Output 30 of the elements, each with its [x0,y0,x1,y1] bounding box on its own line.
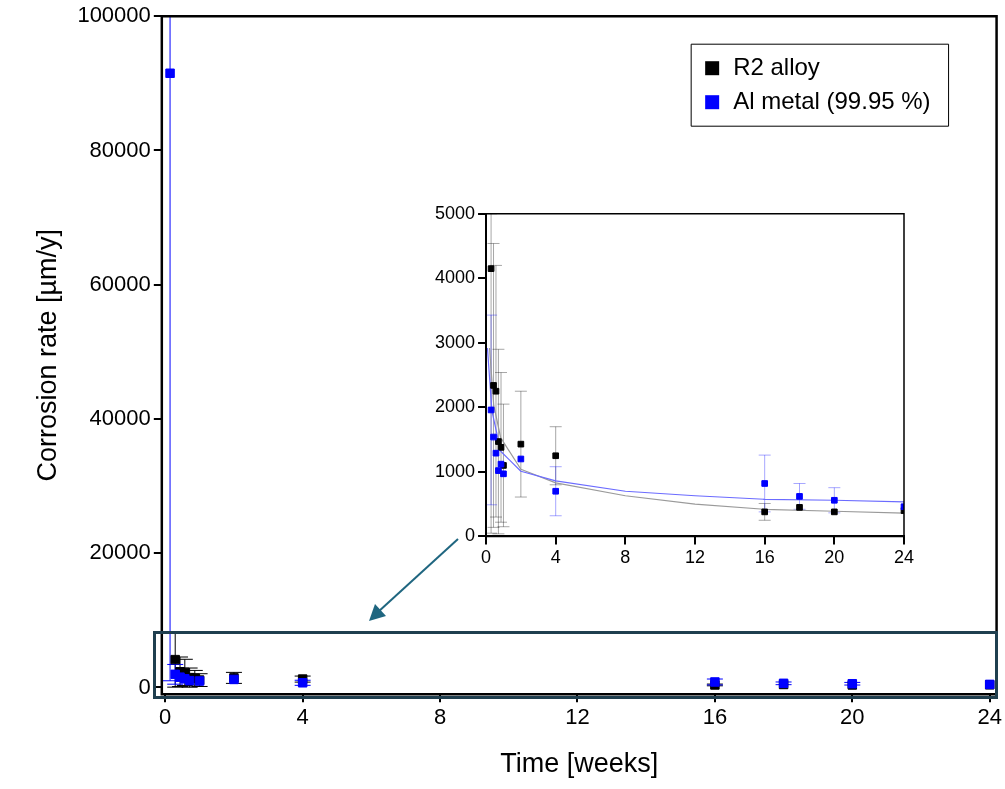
y-tick-label: 3000 [435,331,476,352]
y-tick-label: 5000 [435,202,476,223]
y-tick-label: 20000 [89,539,151,565]
legend-label: Al metal (99.95 %) [733,86,931,114]
y-axis-title: Corrosion rate [µm/y] [31,228,62,482]
y-tick-label: 80000 [89,136,151,162]
x-tick-label: 8 [433,704,447,730]
x-tick-label: 0 [481,547,492,568]
x-tick-label: 12 [685,547,706,568]
y-tick-label: 0 [465,525,476,546]
y-tick-label: 1000 [435,460,476,481]
x-tick-label: 24 [893,547,915,568]
x-tick-label: 20 [824,547,845,568]
x-tick-label: 12 [565,704,590,730]
x-axis-title: Time [weeks] [500,748,659,779]
x-tick-label: 20 [840,704,865,730]
y-tick-label: 0 [138,673,151,699]
y-tick-label: 60000 [89,270,151,296]
x-tick-label: 8 [620,547,631,568]
y-tick-label: 2000 [435,396,476,417]
x-tick-label: 4 [550,547,561,568]
y-tick-label: 4000 [435,267,476,288]
x-tick-label: 16 [702,704,728,730]
x-tick-label: 4 [296,704,309,730]
legend-label: R2 alloy [733,52,820,80]
x-tick-label: 0 [159,704,172,730]
y-tick-label: 100000 [77,2,151,28]
x-tick-label: 24 [977,704,1002,730]
x-tick-label: 16 [754,547,775,568]
y-tick-label: 40000 [89,405,151,431]
